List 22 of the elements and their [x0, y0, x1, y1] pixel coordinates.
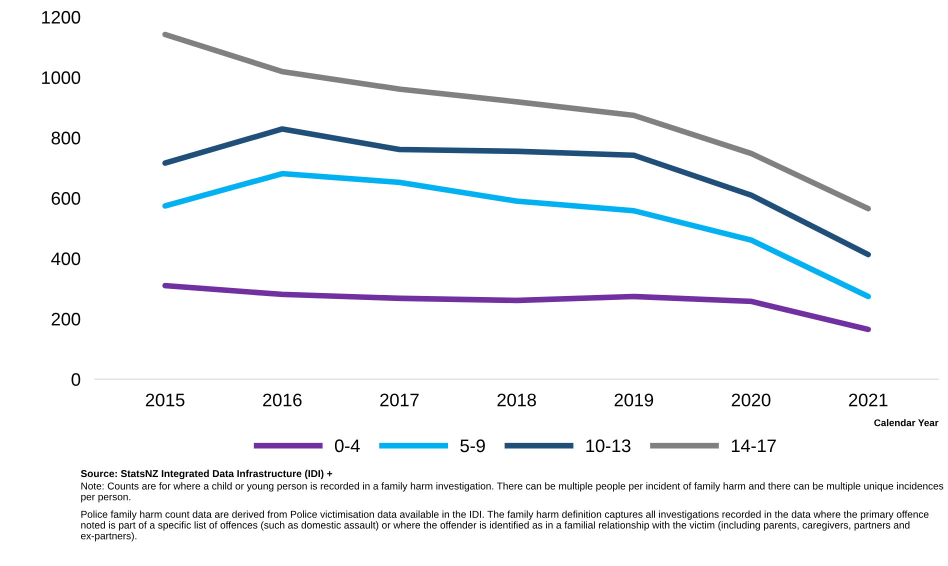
y-tick-label: 0 [72, 373, 80, 386]
legend-label: 10-13 [586, 439, 630, 452]
x-tick-label: 2016 [263, 394, 302, 406]
x-tick-label: 2017 [380, 394, 419, 406]
x-tick-label: 2020 [732, 394, 770, 406]
x-tick-label: 2021 [849, 394, 888, 406]
x-tick-label: 2015 [146, 394, 184, 406]
x-axis-title: Calendar Year [874, 419, 938, 426]
x-tick-label: 2019 [614, 394, 654, 406]
y-tick-label: 200 [52, 312, 80, 326]
x-tick-label: 2018 [497, 394, 536, 406]
legend-label: 5-9 [460, 439, 485, 452]
source-note: Source: StatsNZ Integrated Data Infrastructure (IDI) + [80, 470, 332, 480]
text: Note: Counts are for where a child or young person is recorded in a family harm investigation. There can be multiple people per incident of family harm and there can be multiple unique incidences per person. [81, 482, 944, 502]
y-tick-label: 1000 [42, 71, 80, 84]
y-tick-label: 600 [52, 192, 80, 205]
y-tick-label: 1200 [42, 10, 80, 24]
legend-label: 14-17 [732, 440, 776, 452]
y-tick-label: 400 [51, 252, 80, 266]
text: Police family harm count data are derived from Police victimisation data available in the IDI. The family harm definition captures all investigations recorded in the data where the primary offence noted is part of a specific list of offences (such as domestic assault) or where the offender is identified as in a familial relationship with the victim (including parents, caregivers, partners and ex-partners). [81, 510, 929, 542]
legend-label: 0-4 [334, 439, 360, 452]
y-tick-label: 800 [52, 132, 80, 144]
